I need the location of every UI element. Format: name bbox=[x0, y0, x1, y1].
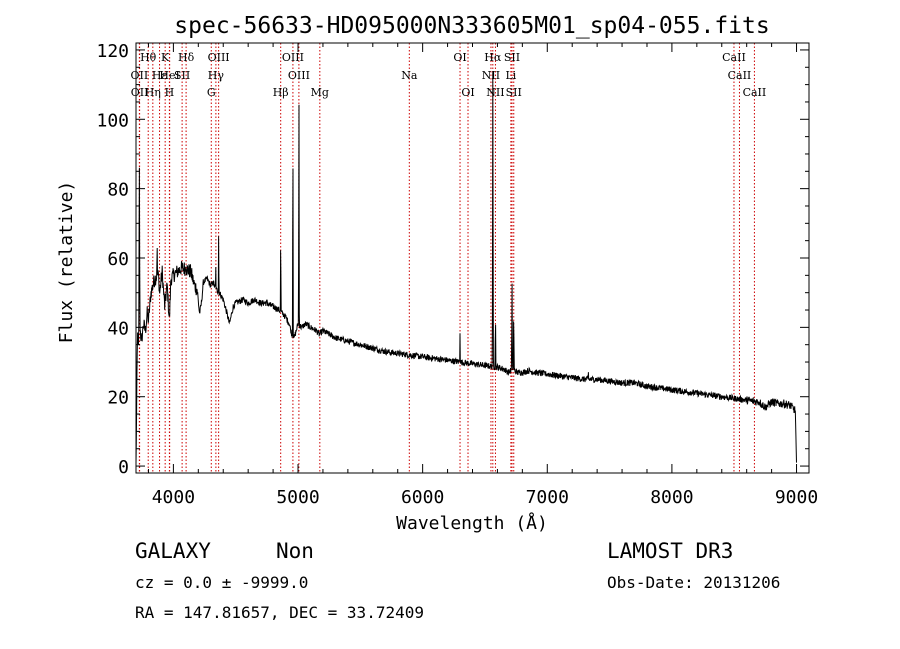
line-marker-label: Li bbox=[505, 69, 516, 82]
line-marker-label: OII bbox=[131, 69, 149, 82]
x-tick-label: 7000 bbox=[526, 487, 569, 508]
line-marker-label: NII bbox=[482, 69, 500, 82]
object-class: GALAXY bbox=[135, 539, 211, 563]
y-axis-ticks: 0 20 40 60 80 100 120 bbox=[96, 41, 809, 478]
line-marker-label: OI bbox=[461, 86, 474, 99]
line-marker-label: K bbox=[161, 51, 170, 64]
line-marker-label: OIII bbox=[288, 69, 310, 82]
line-marker-label: OIII bbox=[282, 51, 304, 64]
y-tick-label: 20 bbox=[107, 388, 129, 409]
line-marker-label: SII bbox=[506, 86, 522, 99]
y-tick-label: 120 bbox=[96, 41, 129, 62]
line-marker-label: CaII bbox=[743, 86, 767, 99]
line-marker-label: HeI bbox=[159, 69, 179, 82]
x-tick-label: 8000 bbox=[650, 487, 693, 508]
survey-name: LAMOST DR3 bbox=[607, 539, 733, 563]
line-marker-label: SII bbox=[504, 51, 520, 64]
y-tick-label: 60 bbox=[107, 249, 129, 270]
chart-title: spec-56633-HD095000N333605M01_sp04-055.f… bbox=[174, 13, 769, 39]
line-markers bbox=[138, 43, 755, 473]
x-tick-label: 6000 bbox=[401, 487, 444, 508]
spectrum-line bbox=[135, 72, 797, 464]
ra-dec: RA = 147.81657, DEC = 33.72409 bbox=[135, 603, 424, 622]
line-marker-label: OIII bbox=[208, 51, 230, 64]
line-marker-label: SII bbox=[174, 69, 190, 82]
line-marker-label: NII bbox=[486, 86, 504, 99]
line-marker-label: Hθ bbox=[140, 51, 157, 64]
line-marker-label: H bbox=[165, 86, 175, 99]
line-marker-label: Na bbox=[401, 69, 418, 82]
obs-date: Obs-Date: 20131206 bbox=[607, 573, 780, 592]
line-marker-label: OII bbox=[131, 86, 149, 99]
line-marker-label: Hη bbox=[145, 86, 161, 99]
y-axis-label: Flux (relative) bbox=[56, 181, 77, 344]
y-tick-label: 100 bbox=[96, 110, 129, 131]
line-marker-label: Hα bbox=[484, 51, 502, 64]
object-subclass: Non bbox=[276, 539, 314, 563]
x-tick-label: 5000 bbox=[276, 487, 319, 508]
redshift-cz: cz = 0.0 ± -9999.0 bbox=[135, 573, 308, 592]
y-tick-label: 0 bbox=[118, 457, 129, 478]
line-marker-label: OI bbox=[453, 51, 466, 64]
x-axis-label: Wavelength (Å) bbox=[396, 512, 548, 534]
line-marker-label: Mg bbox=[311, 86, 329, 99]
line-marker-label: Hδ bbox=[178, 51, 195, 64]
line-marker-label: Hβ bbox=[273, 86, 289, 99]
plot-frame bbox=[135, 42, 810, 474]
line-marker-label: Hε bbox=[152, 69, 168, 82]
y-tick-label: 80 bbox=[107, 180, 129, 201]
line-marker-label: CaII bbox=[728, 69, 752, 82]
x-tick-label: 9000 bbox=[775, 487, 818, 508]
y-tick-label: 40 bbox=[107, 318, 129, 339]
line-marker-label: Hγ bbox=[208, 69, 225, 82]
line-marker-label: G bbox=[207, 86, 216, 99]
x-tick-label: 4000 bbox=[152, 487, 195, 508]
x-axis-ticks: 4000 5000 6000 7000 8000 9000 bbox=[147, 43, 818, 508]
line-marker-label: CaII bbox=[722, 51, 746, 64]
